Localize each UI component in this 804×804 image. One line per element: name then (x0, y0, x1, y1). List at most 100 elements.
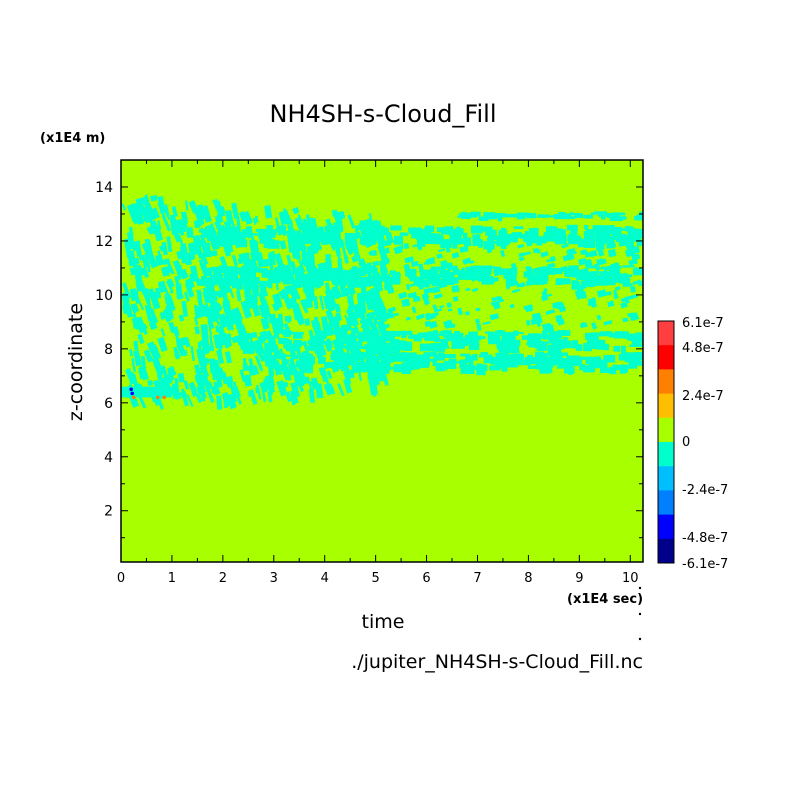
field-layer-cell (489, 365, 501, 371)
field-layer-cell (313, 277, 319, 284)
field-layer-cell (457, 215, 463, 218)
field-streak (559, 265, 568, 272)
field-streak (510, 263, 517, 270)
field-streak (189, 273, 195, 282)
field-streak (133, 340, 139, 351)
field-streak (309, 217, 314, 224)
field-streak (135, 318, 146, 332)
field-streak (140, 356, 147, 370)
field-layer-cell (465, 268, 479, 276)
field-layer-cell (340, 367, 350, 372)
field-layer-cell (290, 237, 295, 241)
field-layer-cell (251, 270, 257, 277)
chart-title: NH4SH-s-Cloud_Fill (270, 100, 497, 128)
field-streak (525, 319, 531, 326)
field-streak (576, 284, 583, 292)
field-streak (188, 381, 199, 397)
field-streak (411, 306, 417, 314)
field-layer-cell (633, 216, 640, 220)
field-streak (631, 253, 640, 261)
field-layer-cell (355, 354, 365, 362)
field-streak (538, 272, 547, 279)
field-streak (546, 293, 553, 298)
field-layer-cell (317, 273, 331, 281)
x-tick-label: 0 (117, 571, 125, 586)
field-streak (300, 368, 306, 385)
field-layer-cell (454, 270, 465, 275)
field-layer-cell (470, 213, 475, 218)
field-layer-cell (272, 276, 279, 282)
field-streak (236, 396, 243, 405)
field-streak (613, 289, 618, 295)
field-layer-cell (585, 276, 596, 281)
field-layer-cell (276, 366, 282, 372)
field-layer-cell (321, 236, 328, 245)
field-layer-cell (278, 337, 289, 344)
field-layer-cell (583, 342, 592, 352)
field-streak (150, 344, 162, 360)
field-streak (482, 321, 491, 325)
field-layer-cell (564, 366, 575, 374)
field-layer-cell (549, 272, 555, 275)
field-streak (403, 265, 410, 273)
field-streak (439, 279, 444, 283)
field-streak (398, 291, 408, 300)
field-layer-cell (344, 232, 359, 240)
field-layer-cell (586, 339, 596, 343)
y-tick-label: 8 (104, 342, 113, 358)
field-layer-cell (458, 213, 472, 218)
field-streak (171, 206, 178, 218)
field-streak (231, 335, 239, 344)
field-layer-cell (377, 365, 390, 374)
field-streak (379, 317, 385, 326)
field-streak (278, 289, 288, 300)
field-layer-cell (571, 280, 579, 289)
field-streak (193, 220, 201, 229)
field-streak (584, 272, 590, 276)
field-layer-cell (358, 352, 371, 359)
field-streak (274, 252, 284, 268)
field-streak (215, 289, 224, 299)
field-layer-cell (408, 227, 421, 232)
field-layer-cell (203, 267, 213, 277)
field-layer-cell (536, 239, 543, 246)
field-streak (331, 209, 339, 218)
field-streak (133, 350, 142, 367)
field-layer-cell (299, 353, 311, 359)
field-layer-cell (407, 335, 417, 339)
field-layer-cell (503, 355, 512, 360)
field-streak (177, 234, 185, 247)
field-streak (580, 249, 588, 255)
field-layer-cell (338, 338, 343, 347)
field-layer-cell (590, 360, 602, 369)
field-layer-cell (527, 277, 534, 283)
field-streak (486, 248, 493, 254)
field-streak (140, 197, 146, 205)
field-layer-cell (442, 330, 452, 335)
field-streak (194, 304, 199, 319)
field-layer-cell (307, 274, 314, 280)
field-layer-cell (513, 330, 519, 336)
field-layer-cell (625, 225, 630, 232)
x-tick-label: 2 (219, 571, 227, 586)
field-layer-cell (599, 229, 611, 238)
field-layer-cell (494, 266, 501, 276)
field-layer-cell (448, 358, 457, 364)
field-streak (401, 298, 411, 307)
field-layer-cell (201, 234, 212, 237)
field-streak (581, 322, 586, 326)
field-layer-cell (586, 265, 598, 269)
field-streak (188, 200, 199, 214)
field-layer-cell (353, 330, 359, 334)
field-streak (304, 318, 311, 326)
field-layer-cell (293, 333, 303, 339)
field-streak (627, 312, 634, 317)
field-streak (319, 295, 325, 311)
field-streak (218, 207, 226, 217)
field-streak (290, 382, 300, 398)
colorbar-segment (658, 369, 674, 395)
field-streak (596, 289, 607, 298)
field-layer-cell (433, 343, 442, 348)
field-streak (595, 242, 605, 251)
field-streak (428, 320, 438, 329)
